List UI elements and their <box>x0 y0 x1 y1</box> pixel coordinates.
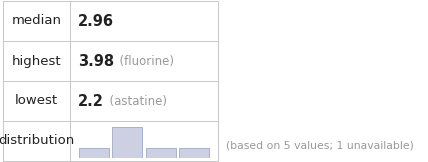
Text: lowest: lowest <box>15 94 58 108</box>
Text: (fluorine): (fluorine) <box>112 54 174 68</box>
Text: 2.2: 2.2 <box>78 93 104 109</box>
Text: (astatine): (astatine) <box>102 94 167 108</box>
Bar <box>146 148 175 158</box>
Text: distribution: distribution <box>0 134 74 147</box>
Bar <box>79 148 109 158</box>
Bar <box>113 127 143 158</box>
Text: 2.96: 2.96 <box>78 13 114 29</box>
Text: highest: highest <box>12 54 61 68</box>
Text: (based on 5 values; 1 unavailable): (based on 5 values; 1 unavailable) <box>226 140 414 150</box>
Text: median: median <box>12 15 62 28</box>
Text: 3.98: 3.98 <box>78 53 114 69</box>
Bar <box>179 148 209 158</box>
